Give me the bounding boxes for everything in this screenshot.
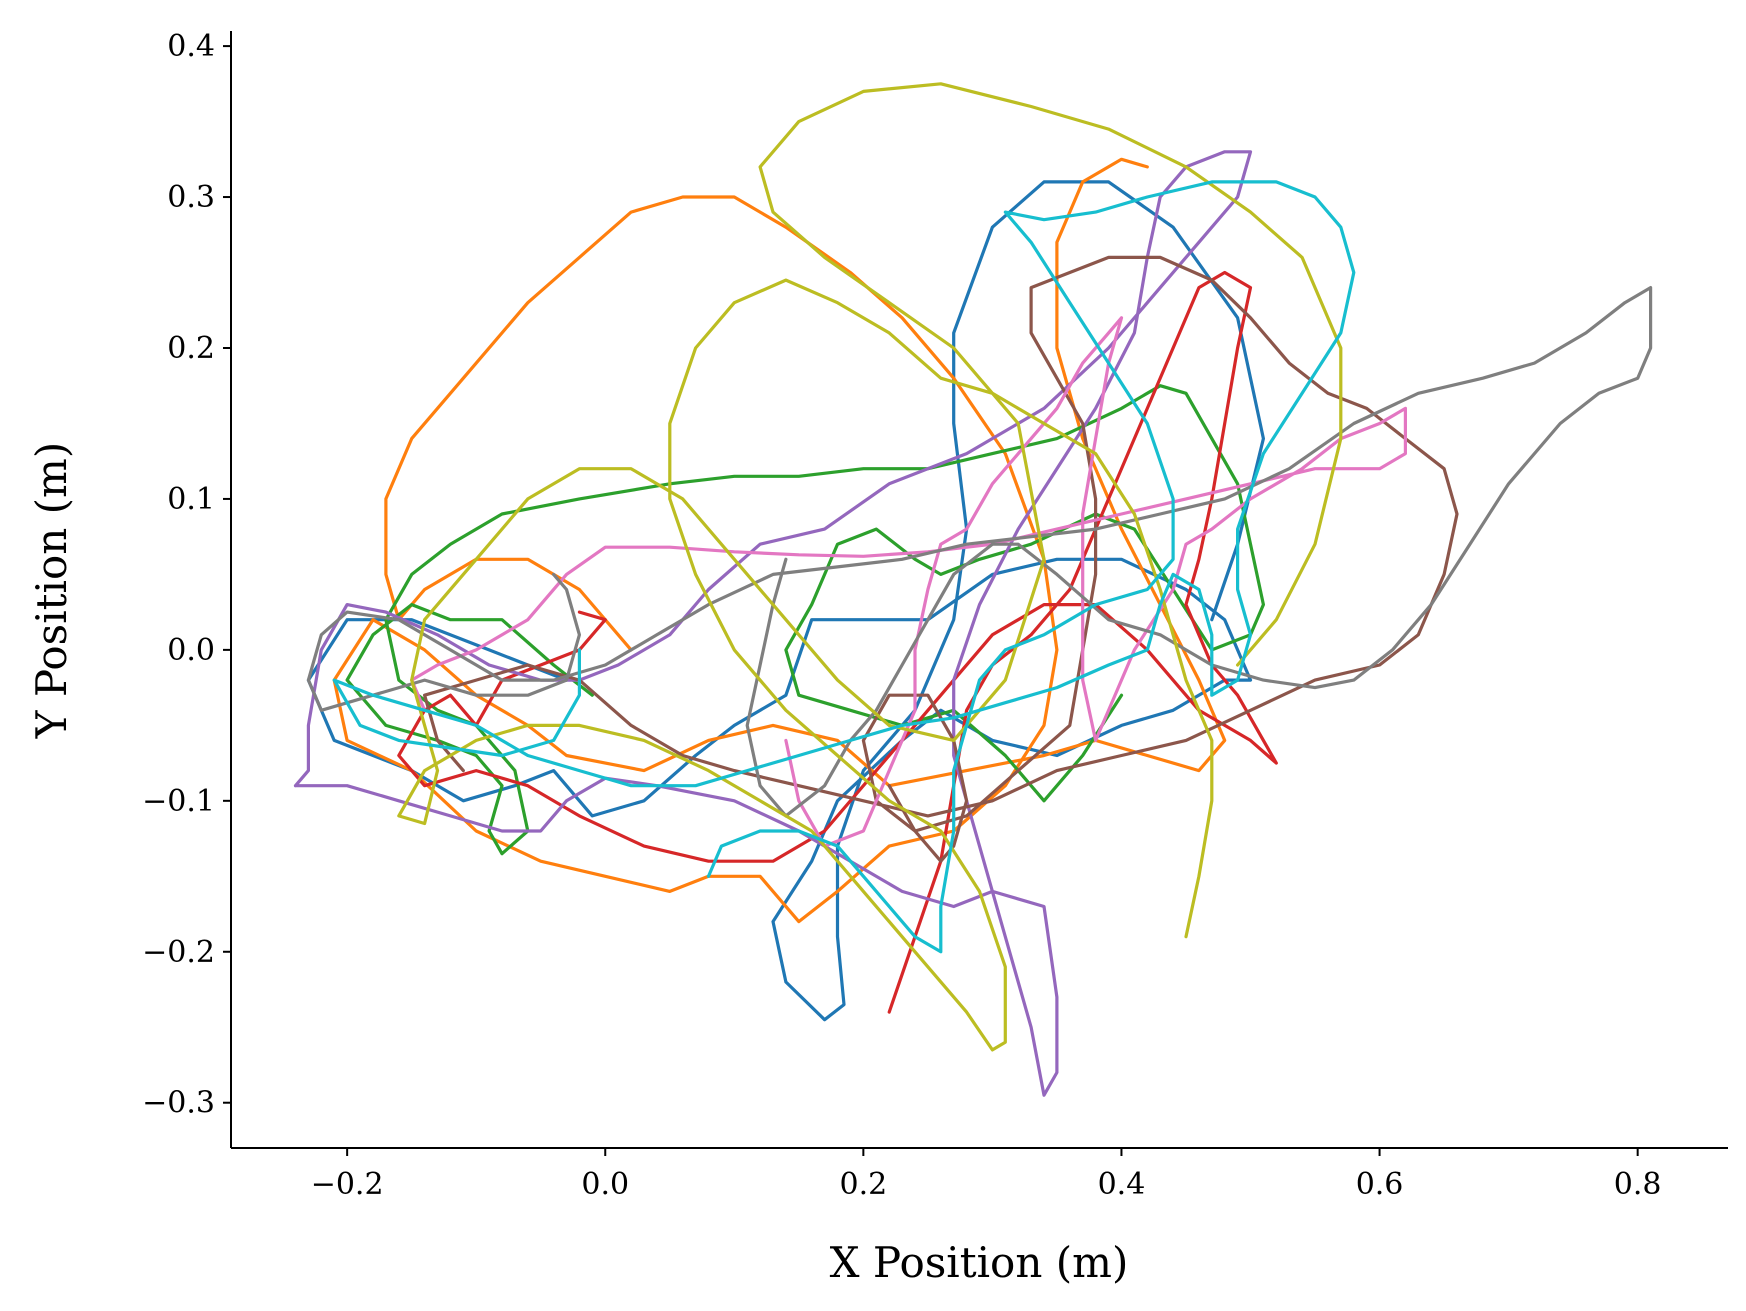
y-tick-label: 0.2 [167,331,215,366]
trajectory-series-group [293,82,1653,1097]
trajectory-line-1 [306,180,1266,1022]
trajectory-line-5 [293,150,1253,1097]
trajectory-line-2 [332,157,1227,924]
axes-group [230,31,1728,1149]
y-tick-label: 0.1 [167,482,215,517]
x-tick-label: 0.0 [581,1167,629,1202]
y-tick-label: −0.2 [142,935,215,970]
trajectory-line-7 [410,316,1408,848]
x-tick-label: −0.2 [311,1167,384,1202]
trajectory-line-10 [332,180,1356,954]
x-tick-label: 0.6 [1356,1167,1404,1202]
trajectory-line-9 [397,82,1343,1052]
y-tick-label: 0.3 [167,180,215,215]
trajectory-line-8 [306,286,1653,818]
trajectory-line-6 [423,255,1459,863]
x-tick-label: 0.4 [1098,1167,1146,1202]
y-tick-label: −0.3 [142,1086,215,1121]
x-tick-label: 0.2 [839,1167,887,1202]
y-tick-label: −0.1 [142,784,215,819]
y-ticks-group: −0.3 −0.2 −0.1 0.0 0.1 0.2 0.3 0.4 [142,29,231,1121]
y-tick-label: 0.0 [167,633,215,668]
y-axis-label: Y Position (m) [27,442,76,740]
x-tick-label: 0.8 [1614,1167,1662,1202]
x-axis-label: X Position (m) [830,1238,1129,1287]
y-tick-label: 0.4 [167,29,215,64]
x-ticks-group: −0.2 0.0 0.2 0.4 0.6 0.8 [311,1148,1662,1202]
